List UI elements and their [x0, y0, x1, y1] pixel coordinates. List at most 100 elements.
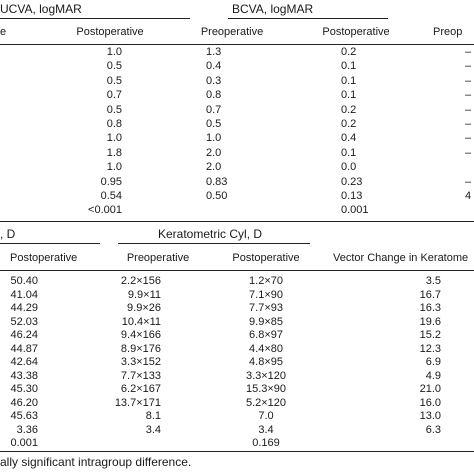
bcva-post-cell: 0.1 — [341, 146, 357, 159]
bcva-pre-cell: 0.3 — [206, 74, 222, 87]
column-header-bcva-pre: Preoperative — [200, 26, 264, 38]
cyl-pre-cell: 3.4 — [145, 423, 161, 436]
cyl-pre-cell: 9.9×11 — [127, 288, 161, 301]
bcva-post-cell: 0.1 — [341, 60, 357, 73]
bcva-pre-cell: 0.7 — [206, 103, 222, 116]
cyl-post-cell: 6.8×97 — [249, 329, 283, 341]
bcva-post-cell: 0.4 — [341, 132, 357, 145]
vector-change-cell: 15.2 — [419, 329, 441, 341]
ucva-post-cell: 0.95 — [100, 175, 122, 188]
cyl-group-rule — [118, 243, 310, 244]
k-post-cell: 46.24 — [10, 329, 38, 341]
bcva-post-cell: 0.1 — [341, 74, 357, 87]
cyl-post-cell: 7.0 — [258, 410, 274, 422]
partial-preop-cell: – — [465, 46, 472, 58]
cyl-pre-cell: 9.9×26 — [127, 302, 161, 314]
bcva-pre-cell: 2.0 — [206, 161, 222, 174]
table2-bottom-rule — [0, 451, 474, 452]
column-header-cyl-pre: Preoperative — [126, 252, 190, 264]
ucva-post-cell: 0.5 — [106, 60, 122, 73]
cyl-pre-cell: 7.7×133 — [120, 369, 161, 382]
k-post-cell: 44.87 — [10, 342, 38, 355]
bcva-pre-cell: 1.0 — [206, 132, 222, 145]
k-post-cell: 52.03 — [10, 315, 38, 328]
keratometry-group-header: , D — [0, 227, 16, 241]
vector-change-cell: 19.6 — [419, 315, 441, 328]
vector-change-cell: 16.3 — [419, 302, 441, 314]
bcva-post-cell: 0.2 — [341, 46, 357, 58]
k-post-cell: 45.63 — [10, 410, 38, 422]
cyl-pre-cell: 8.1 — [145, 410, 161, 422]
ucva-post-cell: 1.8 — [106, 146, 122, 159]
cyl-post-cell: 15.3×90 — [245, 383, 287, 395]
partial-preop-cell: – — [465, 60, 472, 73]
column-header-partial: e — [0, 26, 7, 38]
bcva-pre-cell: 0.83 — [206, 175, 228, 188]
partial-preop-cell: – — [465, 146, 472, 159]
ucva-post-cell: 1.0 — [106, 132, 122, 145]
cyl-post-cell: 0.169 — [252, 437, 280, 449]
cyl-post-cell: 4.4×80 — [249, 342, 283, 355]
column-header-ucva-post: Postoperative — [76, 26, 144, 38]
bcva-post-cell: 0.23 — [341, 175, 363, 188]
cyl-pre-cell: 13.7×171 — [114, 396, 161, 409]
k-post-cell: 0.001 — [10, 437, 38, 449]
bcva-pre-cell: 2.0 — [206, 146, 222, 159]
ucva-group-header: UCVA, logMAR — [0, 2, 82, 16]
cyl-post-cell: 4.8×95 — [249, 356, 283, 368]
cyl-pre-cell: 8.9×176 — [120, 342, 161, 355]
partial-preop-cell: 4 — [465, 190, 472, 202]
vector-change-cell: 12.3 — [419, 342, 441, 355]
column-header-bcva-post: Postoperative — [322, 26, 390, 38]
vector-change-cell: 6.9 — [425, 356, 441, 368]
vector-change-cell: 21.0 — [419, 383, 441, 395]
bcva-post-cell: 0.1 — [341, 89, 357, 102]
k-post-cell: 3.36 — [16, 423, 38, 436]
partial-preop-cell: – — [465, 103, 472, 116]
k-post-cell: 45.30 — [10, 383, 38, 395]
vector-change-cell: 3.5 — [425, 275, 441, 287]
footnote: ally significant intragroup difference. — [0, 455, 192, 469]
partial-preop-cell: – — [465, 132, 472, 145]
bcva-pre-cell: 0.50 — [206, 190, 228, 202]
cyl-pre-cell: 3.3×152 — [120, 356, 161, 368]
cyl-post-cell: 9.9×85 — [249, 315, 283, 328]
ucva-post-cell: 1.0 — [106, 46, 122, 58]
table2-header-rule — [0, 270, 474, 271]
bcva-post-cell: 0.0 — [341, 161, 357, 174]
table1-header-rule — [0, 44, 474, 45]
vector-change-cell: 16.7 — [419, 288, 441, 301]
bcva-group-header: BCVA, logMAR — [232, 2, 314, 16]
partial-preop-cell: – — [465, 175, 472, 188]
bcva-pre-cell: 1.3 — [206, 46, 222, 58]
ucva-post-cell: 0.5 — [106, 74, 122, 87]
k-post-cell: 43.38 — [10, 369, 38, 382]
bcva-post-cell: 0.2 — [341, 118, 357, 130]
k-post-cell: 46.20 — [10, 396, 38, 409]
bcva-pre-cell: 0.4 — [206, 60, 222, 73]
bcva-group-rule — [228, 18, 388, 19]
cyl-group-header: Keratometric Cyl, D — [158, 227, 263, 241]
bcva-post-cell: 0.13 — [341, 190, 363, 202]
cyl-post-cell: 7.1×90 — [249, 288, 283, 301]
cyl-post-cell: 3.4 — [258, 423, 274, 436]
cyl-pre-cell: 9.4×166 — [120, 329, 161, 341]
ucva-post-cell: 0.8 — [106, 118, 122, 130]
bcva-pre-cell: 0.8 — [206, 89, 222, 102]
ucva-post-cell: 0.5 — [106, 103, 122, 116]
column-header-cyl-post: Postoperative — [232, 252, 300, 264]
cyl-pre-cell: 10.4×11 — [121, 315, 161, 328]
cyl-post-cell: 1.2×70 — [249, 275, 283, 287]
partial-preop-cell: – — [465, 89, 472, 102]
column-header-partial-preop: Preop — [433, 26, 463, 38]
bcva-post-cell: 0.2 — [341, 103, 357, 116]
bcva-post-cell: 0.001 — [341, 204, 369, 217]
vector-change-cell: 13.0 — [419, 410, 441, 422]
partial-preop-cell: – — [465, 74, 472, 87]
ucva-post-cell: 1.0 — [106, 161, 122, 174]
k-post-cell: 44.29 — [10, 302, 38, 314]
k-post-cell: 50.40 — [10, 275, 38, 287]
vector-change-cell: 4.9 — [425, 369, 441, 382]
bcva-pre-cell: 0.5 — [206, 118, 222, 130]
cyl-post-cell: 5.2×120 — [245, 396, 287, 409]
